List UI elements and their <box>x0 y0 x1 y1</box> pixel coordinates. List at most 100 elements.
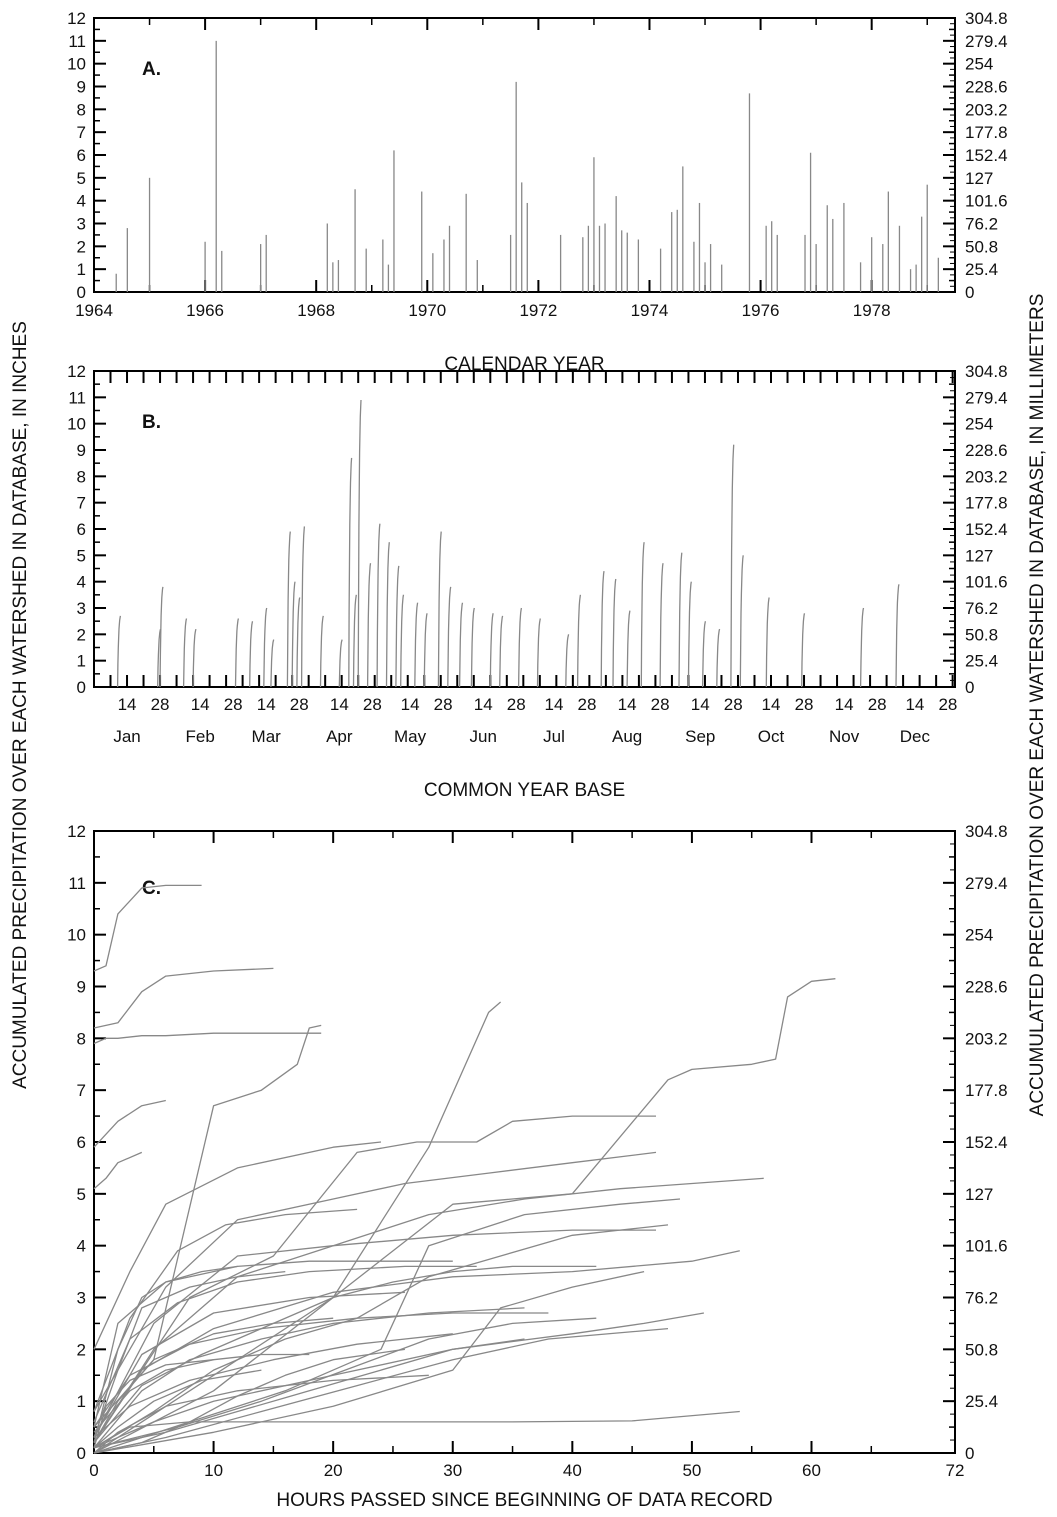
y-tick-label-right: 101.6 <box>965 573 1008 592</box>
y-tick-label: 4 <box>77 573 86 592</box>
x-tick-label: 30 <box>443 1461 462 1480</box>
day-tick-label: 28 <box>434 695 453 714</box>
y-tick-label-right: 279.4 <box>965 32 1008 51</box>
y-tick-label: 12 <box>67 362 86 381</box>
x-axis-title: HOURS PASSED SINCE BEGINNING OF DATA REC… <box>276 1490 772 1511</box>
y-tick-label: 1 <box>77 260 86 279</box>
panel-b: 0 0 1 25.4 2 50.8 3 76.2 4 101.6 5 127 6 152.4 7 177.8 8… <box>67 362 1007 801</box>
event-curve <box>679 553 682 687</box>
y-tick-label: 0 <box>77 1444 86 1463</box>
y-tick-label: 4 <box>77 1237 86 1256</box>
y-tick-label: 3 <box>77 599 86 618</box>
day-tick-label: 28 <box>651 695 670 714</box>
y-tick-label-right: 76.2 <box>965 599 998 618</box>
y-tick-label: 11 <box>68 874 86 893</box>
month-label: Sep <box>685 727 715 746</box>
event-curve <box>424 613 427 687</box>
month-label: Oct <box>758 727 785 746</box>
month-label: Mar <box>252 727 282 746</box>
month-label: Dec <box>900 727 931 746</box>
month-label: Aug <box>612 727 642 746</box>
event-curve <box>438 532 441 687</box>
y-tick-label: 6 <box>77 1133 86 1152</box>
day-tick-label: 14 <box>905 695 924 714</box>
y-tick-label: 6 <box>77 146 86 165</box>
left-y-axis-title: ACCUMULATED PRECIPITATION OVER EACH WATE… <box>10 321 31 1089</box>
series-line <box>94 1199 680 1453</box>
day-tick-label: 28 <box>224 695 243 714</box>
y-tick-label: 0 <box>77 283 86 302</box>
event-curve <box>688 582 691 687</box>
x-tick-label: 60 <box>802 1461 821 1480</box>
y-tick-label: 2 <box>77 1340 86 1359</box>
y-tick-label-right: 177.8 <box>965 494 1008 513</box>
day-tick-label: 28 <box>151 695 170 714</box>
y-tick-label-right: 50.8 <box>965 1340 998 1359</box>
y-tick-label-right: 25.4 <box>965 1392 998 1411</box>
right-y-axis-title: ACCUMULATED PRECIPITATION OVER EACH WATE… <box>1027 294 1048 1117</box>
y-tick-label: 5 <box>77 169 86 188</box>
x-tick-label: 1978 <box>853 301 891 320</box>
y-tick-label-right: 76.2 <box>965 215 998 234</box>
y-tick-label-right: 25.4 <box>965 260 998 279</box>
y-tick-label: 5 <box>77 546 86 565</box>
month-label: Jul <box>543 727 565 746</box>
day-tick-label: 28 <box>724 695 743 714</box>
event-curve <box>448 587 451 687</box>
y-tick-label-right: 101.6 <box>965 192 1008 211</box>
panel-label: B. <box>142 412 161 433</box>
x-tick-label: 40 <box>563 1461 582 1480</box>
plot-frame <box>94 371 955 687</box>
series-line <box>94 1313 548 1427</box>
y-tick-label-right: 177.8 <box>965 123 1008 142</box>
y-tick-label: 2 <box>77 625 86 644</box>
left-y-axis-title-text: ACCUMULATED PRECIPITATION OVER EACH WATE… <box>10 321 31 1089</box>
event-curve <box>861 608 864 687</box>
event-curve <box>717 629 720 687</box>
y-tick-label: 1 <box>77 1392 86 1411</box>
y-tick-label-right: 0 <box>965 283 974 302</box>
y-tick-label: 11 <box>68 388 86 407</box>
y-tick-label: 7 <box>77 1081 86 1100</box>
event-curve <box>660 563 663 687</box>
event-curve <box>184 619 187 688</box>
event-curve <box>601 571 604 687</box>
y-tick-label: 4 <box>77 192 86 211</box>
y-tick-label-right: 127 <box>965 546 993 565</box>
y-tick-label: 2 <box>77 237 86 256</box>
event-curve <box>578 595 581 687</box>
y-tick-label-right: 127 <box>965 1185 993 1204</box>
day-tick-label: 28 <box>795 695 814 714</box>
event-curve <box>368 563 371 687</box>
y-tick-label: 11 <box>68 32 86 51</box>
series-line <box>94 1101 166 1148</box>
event-curve <box>193 629 196 687</box>
plot-frame <box>94 831 955 1453</box>
day-tick-label: 28 <box>290 695 309 714</box>
series-line <box>94 1412 740 1448</box>
y-tick-label: 3 <box>77 215 86 234</box>
event-curve <box>250 621 253 687</box>
x-tick-label: 0 <box>89 1461 98 1480</box>
y-tick-label: 12 <box>67 822 86 841</box>
y-tick-label-right: 203.2 <box>965 1029 1008 1048</box>
event-curve <box>264 608 267 687</box>
x-tick-label: 1976 <box>742 301 780 320</box>
day-tick-label: 14 <box>401 695 420 714</box>
series-line <box>94 1152 142 1188</box>
x-tick-label: 1964 <box>75 301 113 320</box>
panel-label: A. <box>142 59 161 80</box>
y-tick-label-right: 177.8 <box>965 1081 1008 1100</box>
x-tick-label: 1966 <box>186 301 224 320</box>
y-tick-label-right: 0 <box>965 1444 974 1463</box>
event-curve <box>396 566 399 687</box>
event-curve <box>766 598 769 688</box>
series-line <box>94 1266 477 1422</box>
event-curve <box>500 616 503 687</box>
event-curve <box>354 595 357 687</box>
y-tick-label: 9 <box>77 978 86 997</box>
month-label: Jan <box>113 727 140 746</box>
day-tick-label: 28 <box>868 695 887 714</box>
